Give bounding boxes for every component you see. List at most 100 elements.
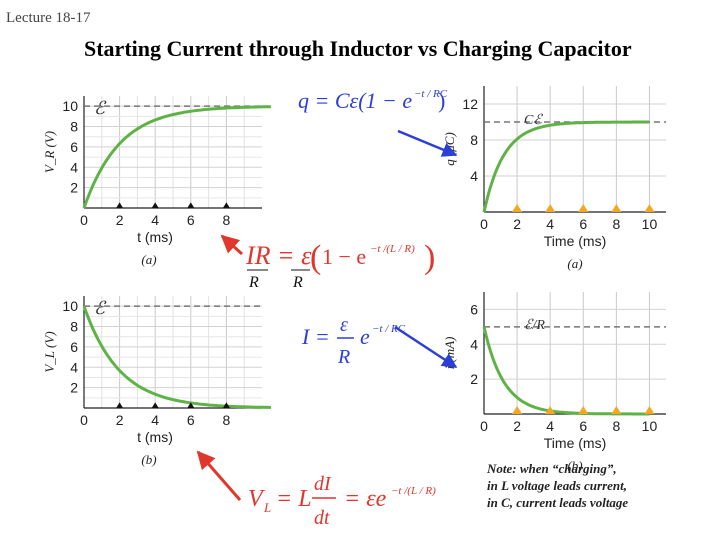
svg-text:V: V — [248, 486, 265, 512]
y-tick-label: 8 — [470, 132, 478, 148]
x-tick-label: 0 — [480, 418, 488, 434]
svg-text:dI: dI — [314, 473, 332, 495]
svg-text:L: L — [263, 500, 271, 515]
y-tick-label: 12 — [462, 96, 478, 112]
y-axis-label: V_R (V) — [42, 131, 57, 173]
x-tick-label: 2 — [116, 212, 124, 228]
axis-marker — [545, 204, 556, 212]
svg-text:ε: ε — [340, 314, 348, 336]
x-tick-label: 6 — [579, 216, 587, 232]
panel-caption: (b) — [567, 458, 582, 473]
svg-text:R: R — [292, 274, 303, 291]
x-tick-label: 6 — [187, 412, 195, 428]
svg-text:−t /(L / R): −t /(L / R) — [370, 243, 415, 255]
y-tick-label: 10 — [62, 298, 78, 314]
equation-inductor-current: IR = ε ( 1 − e −t /(L / R) ) R R — [245, 239, 435, 291]
chart-i: 0 2 4 6 8 10 2 4 6 i (mA) Time (ms) (b) ℰ/R — [442, 292, 666, 473]
panel-caption: (b) — [141, 452, 156, 467]
svg-text:I =: I = — [301, 324, 330, 349]
arrow-red-top — [220, 234, 244, 256]
svg-text:IR = ε: IR = ε — [245, 241, 312, 270]
y-axis-label: i (mA) — [442, 337, 457, 370]
x-axis-label: Time (ms) — [544, 233, 606, 249]
x-tick-label: 0 — [80, 212, 88, 228]
x-tick-label: 10 — [642, 418, 658, 434]
svg-text:(: ( — [310, 239, 321, 276]
note-text: Note: when “charging”, in L voltage lead… — [487, 460, 628, 511]
svg-text:1 − e: 1 − e — [322, 244, 366, 269]
svg-text:= L: = L — [276, 486, 312, 512]
axis-marker — [611, 204, 622, 212]
x-tick-label: 6 — [579, 418, 587, 434]
x-axis-label: t (ms) — [137, 229, 173, 245]
arrow-blue-bottom — [394, 325, 458, 369]
equation-capacitor-charge: q = Cε(1 − e −t / RC ) — [298, 88, 448, 113]
equation-inductor-voltage: V L = L dI dt = εe −t /(L / R) — [248, 473, 436, 529]
svg-text:R: R — [248, 274, 259, 291]
y-tick-label: 10 — [62, 98, 78, 114]
x-tick-label: 8 — [612, 216, 620, 232]
lecture-label: Lecture 18-17 — [6, 10, 91, 26]
axis-marker — [644, 204, 655, 212]
axis-marker — [222, 202, 230, 208]
axis-marker — [187, 202, 195, 208]
y-tick-label: 6 — [70, 139, 78, 155]
y-tick-label: 2 — [70, 380, 78, 396]
svg-text:−t / RC: −t / RC — [414, 88, 448, 100]
curve-series — [82, 305, 271, 409]
y-tick-label: 4 — [70, 359, 78, 375]
svg-text:q = Cε(1 − e: q = Cε(1 − e — [298, 88, 412, 113]
x-tick-label: 2 — [513, 216, 521, 232]
y-axis-label: V_L (V) — [42, 331, 57, 372]
x-tick-label: 2 — [116, 412, 124, 428]
svg-text:e: e — [360, 324, 370, 349]
curve-series — [482, 120, 650, 213]
axis-marker — [187, 402, 195, 408]
svg-text:): ) — [438, 88, 445, 113]
x-tick-label: 8 — [612, 418, 620, 434]
axis-marker — [151, 402, 159, 408]
svg-text:dt: dt — [314, 507, 330, 529]
curve-series — [482, 326, 650, 416]
y-tick-label: 4 — [470, 336, 478, 352]
axis-marker — [116, 202, 124, 208]
y-tick-label: 2 — [70, 180, 78, 196]
axis-marker — [116, 402, 124, 408]
y-tick-label: 6 — [470, 301, 478, 317]
y-tick-label: 8 — [70, 319, 78, 335]
axis-marker — [578, 406, 589, 414]
axis-marker — [222, 402, 230, 408]
slide-title: Starting Current through Inductor vs Cha… — [84, 36, 632, 61]
axis-marker — [578, 204, 589, 212]
note-line-3: in C, current leads voltage — [487, 495, 629, 510]
x-tick-label: 6 — [187, 212, 195, 228]
panel-caption: (a) — [567, 256, 582, 271]
x-tick-label: 2 — [513, 418, 521, 434]
x-tick-label: 4 — [546, 216, 554, 232]
axis-marker — [512, 204, 523, 212]
svg-text:= εe: = εe — [344, 486, 387, 512]
svg-text:−t / RC: −t / RC — [372, 323, 406, 335]
axis-marker — [611, 406, 622, 414]
curve-series — [82, 105, 271, 209]
axis-marker — [545, 406, 556, 414]
x-tick-label: 4 — [151, 212, 159, 228]
x-axis-label: t (ms) — [137, 429, 173, 445]
asymptote-label: ℰ/R — [524, 318, 545, 333]
svg-text:−t /(L / R): −t /(L / R) — [391, 485, 436, 497]
x-tick-label: 8 — [223, 412, 231, 428]
equation-capacitor-current: I = ε R e −t / RC — [301, 314, 406, 368]
y-tick-label: 8 — [70, 119, 78, 135]
arrow-red-bottom — [196, 450, 242, 501]
x-tick-label: 4 — [151, 412, 159, 428]
x-tick-label: 0 — [80, 412, 88, 428]
y-tick-label: 2 — [470, 371, 478, 387]
axis-marker — [644, 406, 655, 414]
panel-caption: (a) — [141, 252, 156, 267]
axis-marker — [512, 406, 523, 414]
x-tick-label: 0 — [480, 216, 488, 232]
